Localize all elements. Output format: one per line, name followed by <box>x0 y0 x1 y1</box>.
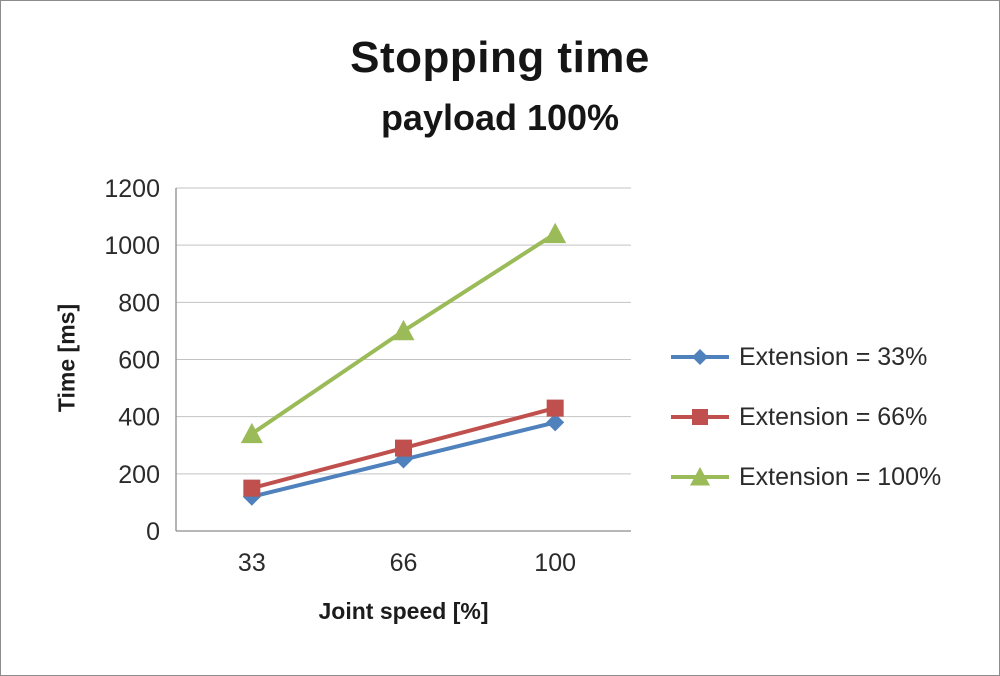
data-point <box>546 399 564 417</box>
legend-key-diamond-icon <box>671 349 729 365</box>
legend-marker <box>692 409 708 425</box>
data-point <box>544 222 567 244</box>
x-tick-label: 100 <box>534 549 576 577</box>
x-tick-label: 33 <box>238 549 266 577</box>
chart-subtitle: payload 100% <box>380 97 620 138</box>
legend-marker <box>690 467 710 486</box>
y-tick-label: 1200 <box>104 175 160 203</box>
x-tick-label: 66 <box>390 549 418 577</box>
y-tick-label: 600 <box>118 347 160 375</box>
data-point <box>392 319 415 341</box>
x-axis-title: Joint speed [%] <box>318 598 489 624</box>
y-tick-label: 200 <box>118 461 160 489</box>
data-point <box>243 479 261 497</box>
legend-label: Extension = 33% <box>739 342 928 371</box>
legend-label: Extension = 100% <box>739 462 942 491</box>
y-tick-label: 400 <box>118 404 160 432</box>
y-axis-title: Time [ms] <box>53 303 80 413</box>
y-tick-label: 1000 <box>104 232 160 260</box>
data-point <box>395 439 412 457</box>
legend-label: Extension = 66% <box>739 402 928 431</box>
chart-title: Stopping time <box>350 33 650 82</box>
data-point <box>546 413 565 432</box>
y-tick-label: 0 <box>146 518 160 546</box>
legend: Extension = 33% Extension = 66% Extension … <box>669 337 941 497</box>
legend-key-triangle-icon <box>671 467 729 486</box>
legend-item: Extension = 33% <box>669 337 941 377</box>
legend-key-square-icon <box>671 409 729 425</box>
legend-marker <box>692 349 708 365</box>
legend-item: Extension = 100% <box>669 457 941 497</box>
data-point <box>240 422 263 444</box>
legend-item: Extension = 66% <box>669 397 941 437</box>
y-tick-label: 800 <box>118 289 160 317</box>
